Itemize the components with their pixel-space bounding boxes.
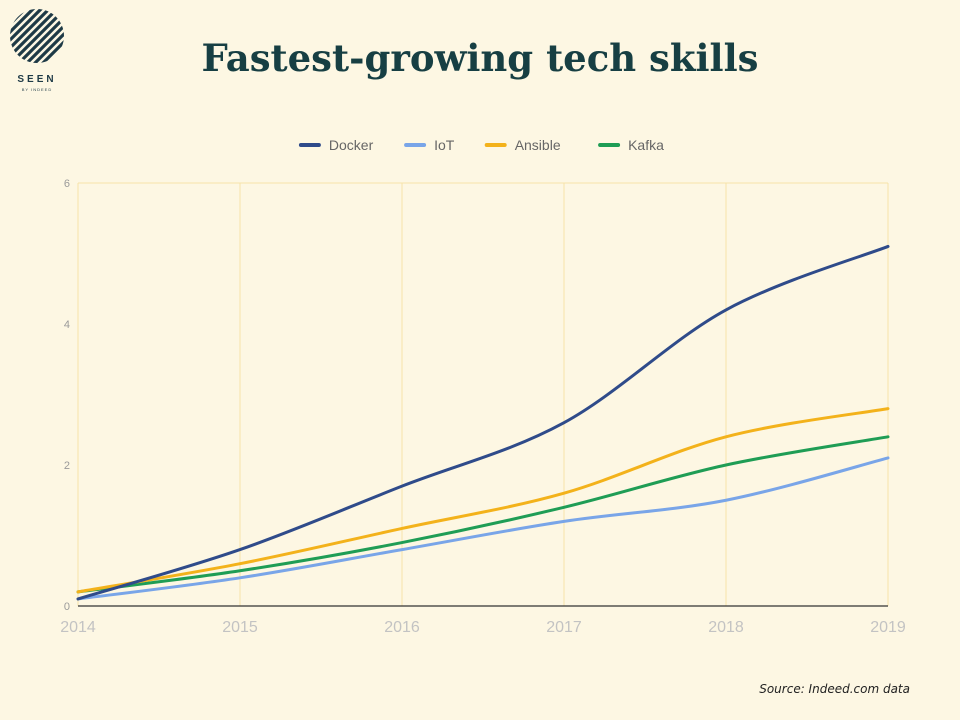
series-line-kafka	[76, 435, 890, 594]
legend-label-iot: IoT	[434, 137, 455, 153]
x-tick-label-2014: 2014	[60, 619, 96, 636]
y-tick-label-4: 4	[64, 319, 70, 331]
series-line-ansible	[76, 407, 890, 594]
y-tick-label-6: 6	[64, 178, 70, 190]
seen-logo: SEEN BY INDEED	[8, 6, 66, 92]
series-line-iot	[76, 456, 890, 601]
x-tick-label-2015: 2015	[222, 619, 258, 636]
source-note: Source: Indeed.com data	[759, 682, 910, 696]
legend-label-kafka: Kafka	[628, 137, 664, 153]
y-tick-label-2: 2	[64, 460, 70, 472]
x-tick-label-2018: 2018	[708, 619, 744, 636]
page-title: Fastest-growing tech skills	[201, 36, 759, 80]
seen-logo-icon	[10, 9, 64, 63]
y-tick-label-0: 0	[64, 601, 70, 613]
x-tick-label-2016: 2016	[384, 619, 420, 636]
x-tick-label-2019: 2019	[870, 619, 906, 636]
x-tick-label-2017: 2017	[546, 619, 582, 636]
legend-label-ansible: Ansible	[515, 137, 561, 153]
logo-subtext: BY INDEED	[21, 87, 53, 92]
logo-wordmark: SEEN	[17, 74, 57, 85]
legend-label-docker: Docker	[329, 137, 374, 153]
series-line-docker	[76, 244, 890, 601]
